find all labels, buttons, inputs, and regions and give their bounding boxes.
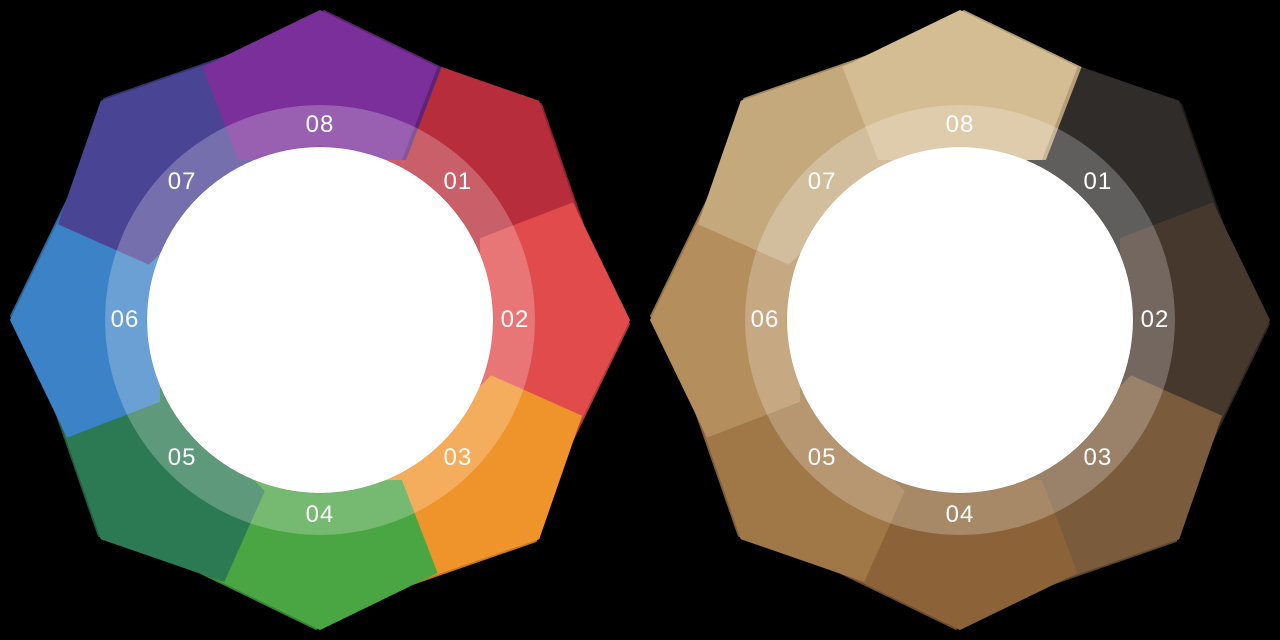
segment-label-02: 02 [1141, 306, 1170, 334]
segment-label-04: 04 [946, 501, 975, 529]
segment-label-05: 05 [168, 444, 197, 472]
segment-label-03: 03 [444, 444, 473, 472]
segment-label-06: 06 [751, 306, 780, 334]
segment-label-05: 05 [808, 444, 837, 472]
segment-label-07: 07 [808, 168, 837, 196]
segment-label-07: 07 [168, 168, 197, 196]
segment-label-06: 06 [111, 306, 140, 334]
wheel-earth: 01 02 03 04 05 06 07 08 [640, 0, 1280, 640]
segment-label-01: 01 [1084, 168, 1113, 196]
segment-label-02: 02 [501, 306, 530, 334]
segment-label-08: 08 [306, 111, 335, 139]
center-disc [787, 147, 1133, 493]
segment-label-01: 01 [444, 168, 473, 196]
wheel-colorful: 01 02 03 04 05 06 07 08 [0, 0, 640, 640]
segment-label-03: 03 [1084, 444, 1113, 472]
segment-label-04: 04 [306, 501, 335, 529]
center-disc [147, 147, 493, 493]
segment-label-08: 08 [946, 111, 975, 139]
diagram-stage: 01 02 03 04 05 06 07 08 01 02 03 04 05 06 07 08 [0, 0, 1280, 640]
